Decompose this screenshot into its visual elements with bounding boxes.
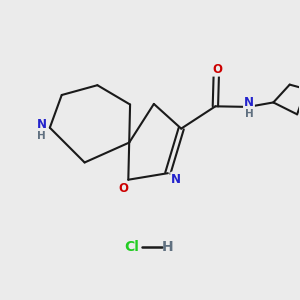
Text: O: O [118,182,128,195]
Text: N: N [244,96,254,109]
Text: H: H [244,109,253,119]
Text: Cl: Cl [125,240,140,254]
Text: N: N [37,118,46,130]
Text: H: H [162,240,174,254]
Text: H: H [37,131,46,141]
Text: N: N [171,172,181,186]
Text: O: O [212,63,222,76]
